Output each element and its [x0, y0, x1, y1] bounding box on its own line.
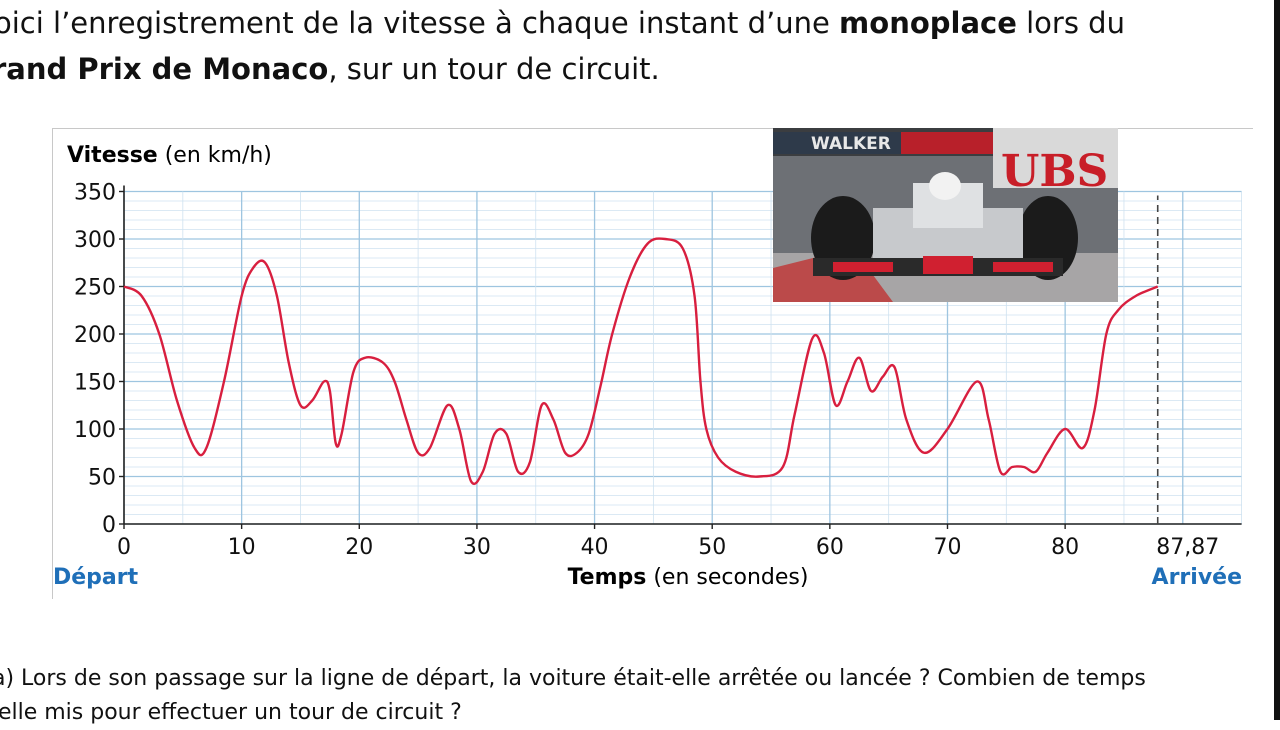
intro-line-2: rand Prix de Monaco, sur un tour de circ… — [0, 46, 660, 92]
question-line-2: -elle mis pour effectuer un tour de circ… — [0, 700, 462, 725]
x-tick-label: 80 — [1051, 535, 1079, 560]
speed-chart: 0 50 100 150 200 250 300 350 0 10 20 30 40 50 60 70 80 87… — [53, 143, 1242, 590]
banner-walker-text: WALKER — [811, 134, 891, 154]
y-axis-label: Vitesse (en km/h) — [67, 143, 272, 168]
intro-line-1-start: oici l’enregistrement de la vitesse à ch… — [0, 6, 840, 40]
y-tick-label: 250 — [74, 276, 116, 301]
chart-ticks: 0 50 100 150 200 250 300 350 0 10 20 30 40 50 60 70 80 87… — [74, 181, 1219, 561]
intro-line-1-end: lors du — [1016, 6, 1125, 40]
x-axis-label: Temps (en secondes) — [568, 565, 809, 590]
x-tick-label: 30 — [463, 535, 491, 560]
start-label: Départ — [53, 565, 139, 590]
end-label: Arrivée — [1152, 565, 1242, 590]
chart-axes — [123, 185, 1242, 525]
x-tick-label: 50 — [698, 535, 726, 560]
speed-curve — [123, 237, 1159, 486]
x-tick-label: 70 — [933, 535, 961, 560]
y-tick-label: 150 — [74, 371, 116, 396]
intro-line-1: oici l’enregistrement de la vitesse à ch… — [0, 0, 1125, 46]
y-tick-label: 350 — [74, 181, 116, 206]
y-tick-label: 100 — [74, 418, 116, 443]
y-tick-label: 200 — [74, 323, 116, 348]
y-tick-label: 0 — [102, 513, 116, 538]
y-tick-label: 300 — [74, 228, 116, 253]
race-car-image: WALKER UBS — [773, 128, 1118, 302]
y-tick-label: 50 — [88, 466, 116, 491]
banner-ubs-text: UBS — [1001, 146, 1108, 197]
x-tick-label: 10 — [228, 535, 256, 560]
x-tick-label: 20 — [345, 535, 373, 560]
chart-container: 0 50 100 150 200 250 300 350 0 10 20 30 40 50 60 70 80 87… — [52, 128, 1253, 599]
right-edge-bar — [1274, 0, 1280, 720]
intro-line-2-bold: rand Prix de Monaco — [0, 52, 329, 86]
intro-line-2-end: , sur un tour de circuit. — [328, 52, 660, 86]
x-tick-label: 40 — [581, 535, 609, 560]
x-tick-label-end: 87,87 — [1156, 535, 1219, 560]
question-line-1: a) Lors de son passage sur la ligne de d… — [0, 666, 1146, 691]
x-tick-label: 0 — [117, 535, 131, 560]
intro-line-1-bold: monoplace — [839, 6, 1017, 40]
x-tick-label: 60 — [816, 535, 844, 560]
race-car-photo: WALKER UBS — [773, 128, 1118, 302]
